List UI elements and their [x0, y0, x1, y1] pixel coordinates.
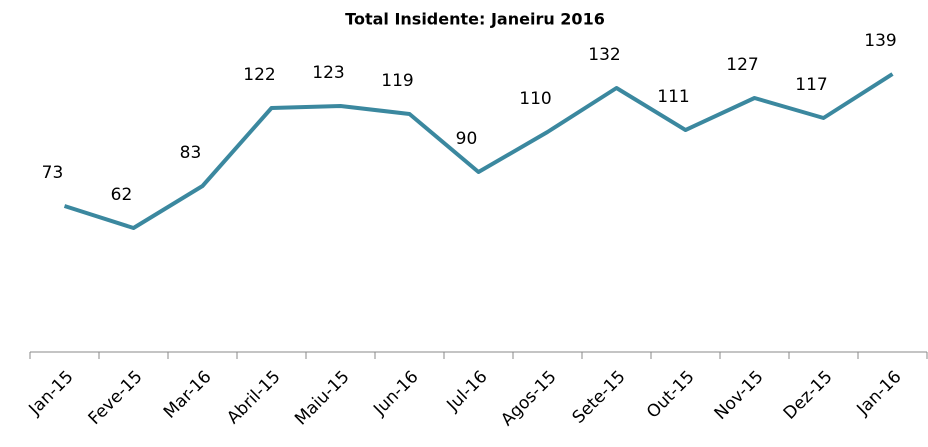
data-label: 111 [657, 87, 689, 107]
data-label: 123 [312, 63, 344, 83]
data-label: 119 [381, 71, 413, 91]
x-tick-label: Abril-15 [223, 367, 284, 428]
x-tick-label: Out-15 [643, 367, 699, 423]
x-tick-label: Nov-15 [711, 367, 768, 424]
data-label: 117 [795, 75, 827, 95]
chart-title: Total Insidente: Janeiru 2016 [345, 10, 605, 29]
data-label: 127 [726, 55, 758, 75]
data-line [63, 72, 894, 230]
data-label: 132 [588, 45, 620, 65]
x-tick-label: Maiu-15 [291, 367, 353, 429]
x-tick-label: Dez-15 [780, 367, 837, 424]
x-tick-label: Sete-15 [569, 367, 630, 428]
x-tick-label: Jun-16 [369, 367, 422, 420]
data-label: 122 [243, 65, 275, 85]
x-tick-label: Jan-15 [25, 367, 78, 420]
data-label: 110 [519, 89, 551, 109]
x-tick-label: Agos-15 [497, 367, 560, 430]
data-label: 83 [180, 143, 202, 163]
x-tick-label: Jul-16 [443, 367, 492, 416]
data-label: 139 [864, 31, 896, 51]
x-tick-label: Jan-16 [853, 367, 906, 420]
x-tick-label: Mar-16 [160, 367, 216, 423]
data-label: 62 [111, 185, 133, 205]
data-label: 73 [42, 163, 64, 183]
data-label: 90 [456, 129, 478, 149]
x-tick-label: Feve-15 [85, 367, 147, 429]
